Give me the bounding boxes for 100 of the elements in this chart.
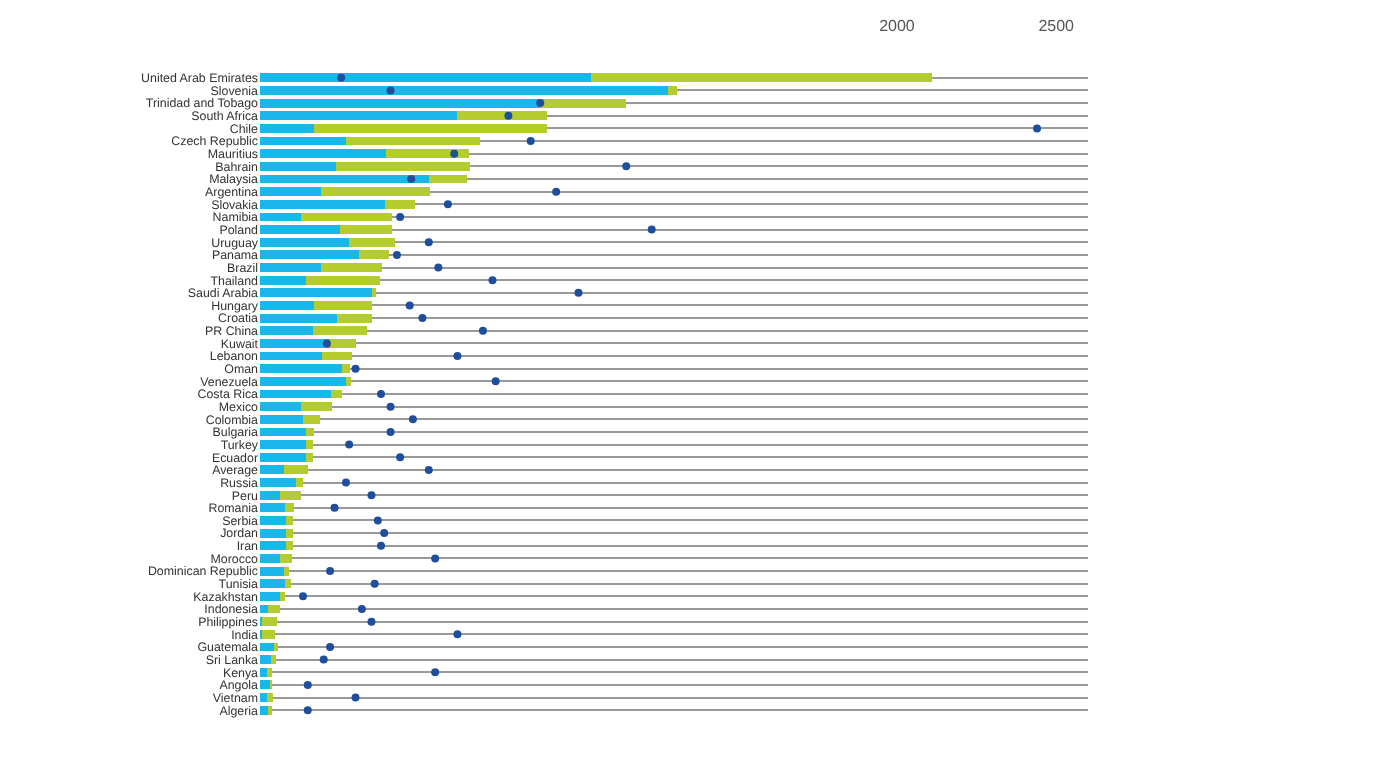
bar [320, 187, 431, 197]
bar [260, 301, 315, 310]
point [424, 465, 433, 474]
point [526, 137, 535, 146]
point [434, 263, 443, 272]
bar [260, 591, 281, 601]
point [377, 390, 386, 398]
bar [260, 338, 331, 348]
point [478, 326, 487, 335]
point [351, 364, 360, 373]
bar [260, 199, 386, 209]
point [357, 605, 366, 614]
point [303, 680, 312, 689]
bar [667, 86, 678, 95]
bar [260, 516, 287, 525]
bar [260, 225, 340, 234]
bar [385, 149, 469, 159]
bar [260, 263, 322, 272]
point [386, 427, 395, 436]
bar [260, 705, 269, 715]
bar [300, 402, 333, 412]
point [453, 630, 462, 639]
bar [260, 693, 267, 702]
point [345, 440, 354, 449]
point [396, 453, 405, 462]
point [491, 377, 500, 386]
bar [260, 73, 592, 83]
bar [260, 402, 301, 412]
bar [280, 554, 293, 563]
point [407, 174, 416, 183]
bar [260, 123, 315, 133]
point [326, 642, 335, 651]
point [303, 706, 312, 715]
point [536, 99, 545, 108]
bar [341, 364, 350, 374]
point [326, 567, 335, 576]
bar [261, 617, 278, 627]
point [443, 200, 452, 209]
bar [260, 187, 321, 197]
bar [314, 123, 547, 133]
point [450, 149, 459, 158]
point [330, 503, 339, 512]
bar [261, 629, 276, 639]
point [424, 238, 433, 247]
point [622, 162, 631, 171]
point [367, 617, 376, 626]
bar [321, 263, 383, 272]
point [351, 693, 360, 702]
point [408, 415, 417, 424]
bar [260, 161, 337, 171]
bar [268, 604, 281, 614]
point [504, 111, 513, 120]
bar [260, 136, 346, 146]
point [373, 516, 382, 525]
x-tick-label: 2500 [1038, 16, 1076, 35]
bar [267, 693, 274, 702]
point [396, 212, 405, 221]
point [377, 541, 386, 550]
point [367, 491, 376, 500]
bar [331, 389, 342, 399]
point [337, 73, 346, 82]
bar [301, 212, 393, 222]
bar [302, 414, 320, 424]
bar [330, 338, 356, 348]
point [418, 314, 427, 323]
bar [260, 414, 303, 424]
point [574, 288, 583, 297]
point [386, 86, 395, 95]
bar [305, 440, 313, 450]
point [405, 301, 414, 310]
point [319, 655, 328, 664]
bar [336, 161, 471, 171]
point [552, 187, 561, 196]
bar [271, 655, 277, 665]
bar [260, 174, 429, 184]
point [1033, 124, 1042, 133]
point [453, 352, 462, 361]
bar [260, 655, 272, 665]
x-tick-label: 2000 [879, 16, 916, 35]
bar [260, 478, 296, 487]
bar [260, 376, 348, 386]
bar [286, 516, 294, 525]
bar [260, 86, 668, 95]
bar [314, 301, 373, 310]
point [647, 225, 656, 234]
point [341, 478, 350, 487]
bar [260, 149, 386, 159]
point [431, 668, 440, 677]
bar [339, 225, 393, 234]
bar [260, 364, 342, 374]
bar [260, 554, 281, 563]
point [488, 276, 497, 285]
bar [428, 174, 467, 184]
bar [385, 199, 416, 209]
point [380, 529, 389, 538]
bar [260, 389, 332, 399]
point [392, 250, 401, 259]
bar [260, 427, 306, 437]
bar [322, 351, 352, 361]
point [386, 402, 395, 411]
